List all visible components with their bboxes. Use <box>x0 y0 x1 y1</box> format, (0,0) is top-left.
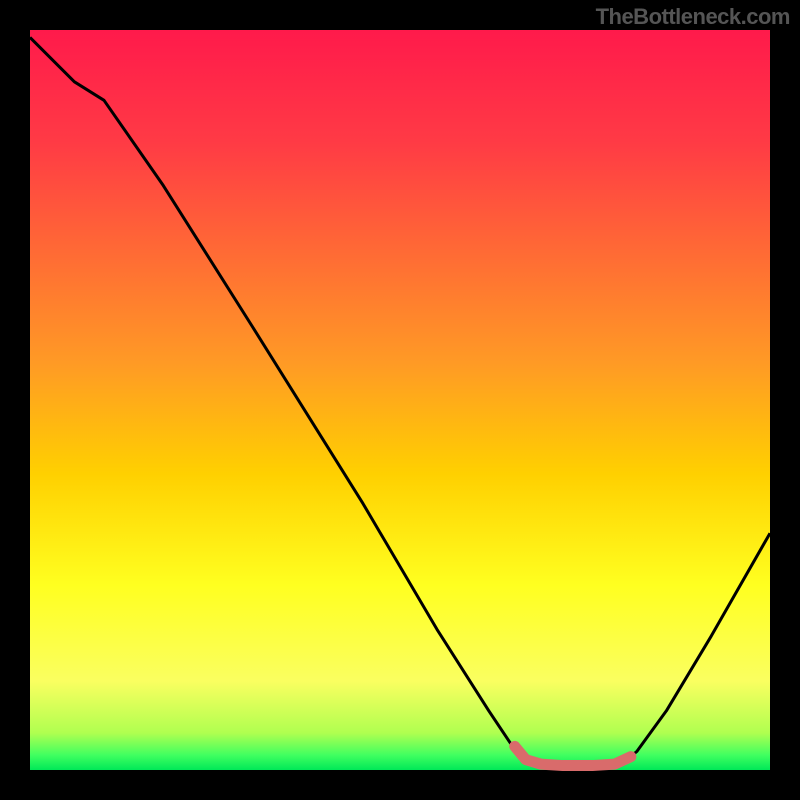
chart-wrapper: TheBottleneck.com <box>0 0 800 800</box>
attribution-label: TheBottleneck.com <box>596 4 790 30</box>
plot-background <box>30 30 770 770</box>
bottleneck-chart <box>0 0 800 800</box>
